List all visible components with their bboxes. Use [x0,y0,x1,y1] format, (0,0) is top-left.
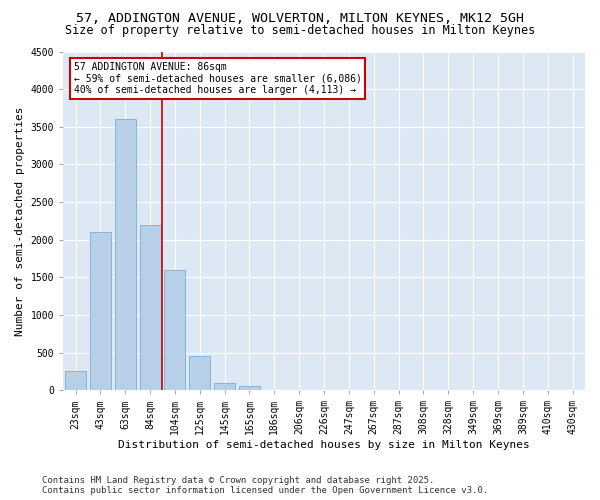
Bar [239,386,260,390]
Bar [189,356,211,390]
Bar [164,270,185,390]
Bar [90,232,111,390]
Bar [214,382,235,390]
Text: 57 ADDINGTON AVENUE: 86sqm
← 59% of semi-detached houses are smaller (6,086)
40%: 57 ADDINGTON AVENUE: 86sqm ← 59% of semi… [74,62,361,95]
Bar [115,119,136,390]
Text: Size of property relative to semi-detached houses in Milton Keynes: Size of property relative to semi-detach… [65,24,535,37]
X-axis label: Distribution of semi-detached houses by size in Milton Keynes: Distribution of semi-detached houses by … [118,440,530,450]
Bar [140,224,161,390]
Bar [65,372,86,390]
Y-axis label: Number of semi-detached properties: Number of semi-detached properties [15,106,25,336]
Text: 57, ADDINGTON AVENUE, WOLVERTON, MILTON KEYNES, MK12 5GH: 57, ADDINGTON AVENUE, WOLVERTON, MILTON … [76,12,524,26]
Text: Contains HM Land Registry data © Crown copyright and database right 2025.
Contai: Contains HM Land Registry data © Crown c… [42,476,488,495]
